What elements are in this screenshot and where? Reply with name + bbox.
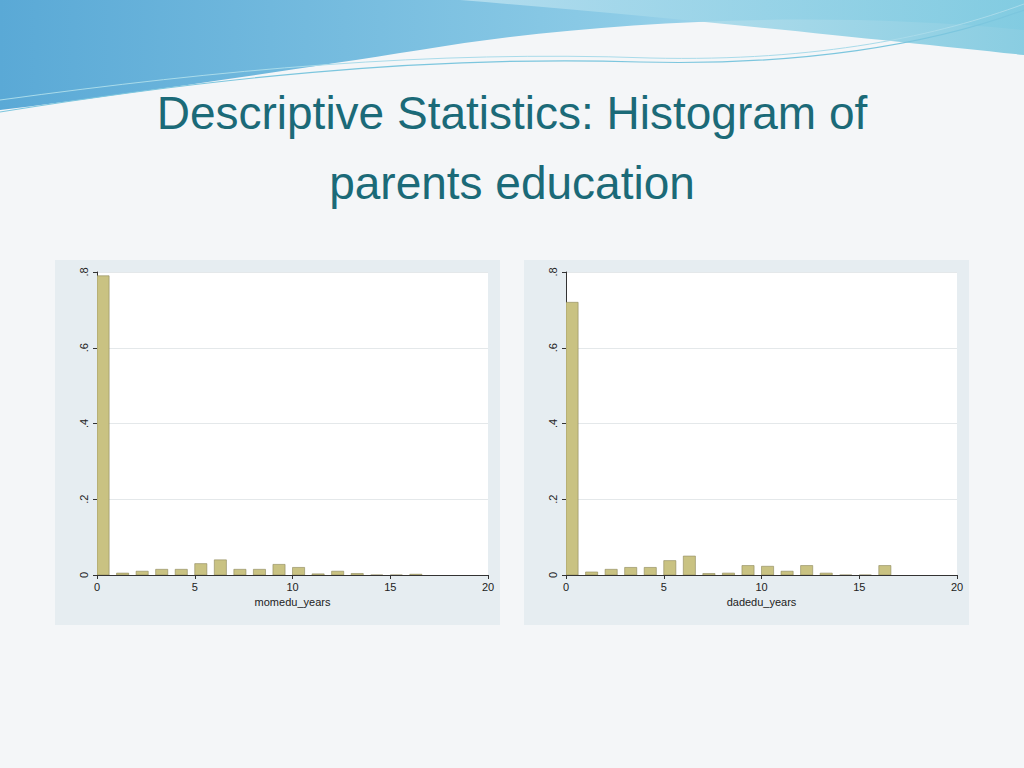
svg-text:dadedu_years: dadedu_years: [727, 596, 797, 608]
svg-text:20: 20: [482, 581, 494, 593]
html-text:Descriptive Statistics: Histog: Descriptive Statistics: Histogram of par…: [156, 87, 868, 209]
svg-text:10: 10: [755, 581, 767, 593]
svg-text:.2: .2: [547, 495, 559, 504]
svg-text:.8: .8: [547, 267, 559, 276]
svg-text:0: 0: [547, 572, 559, 578]
svg-text:.4: .4: [547, 419, 559, 428]
svg-text:10: 10: [286, 581, 298, 593]
svg-text:.8: .8: [78, 267, 90, 276]
svg-text:0: 0: [563, 581, 569, 593]
svg-text:0: 0: [78, 572, 90, 578]
svg-text:.6: .6: [78, 343, 90, 352]
svg-text:15: 15: [384, 581, 396, 593]
svg-text:.2: .2: [78, 495, 90, 504]
svg-text:5: 5: [661, 581, 667, 593]
svg-text:.4: .4: [78, 419, 90, 428]
svg-text:0: 0: [94, 581, 100, 593]
svg-text:20: 20: [951, 581, 963, 593]
svg-text:5: 5: [192, 581, 198, 593]
svg-text:.6: .6: [547, 343, 559, 352]
svg-text:momedu_years: momedu_years: [255, 596, 331, 608]
svg-text:15: 15: [853, 581, 865, 593]
